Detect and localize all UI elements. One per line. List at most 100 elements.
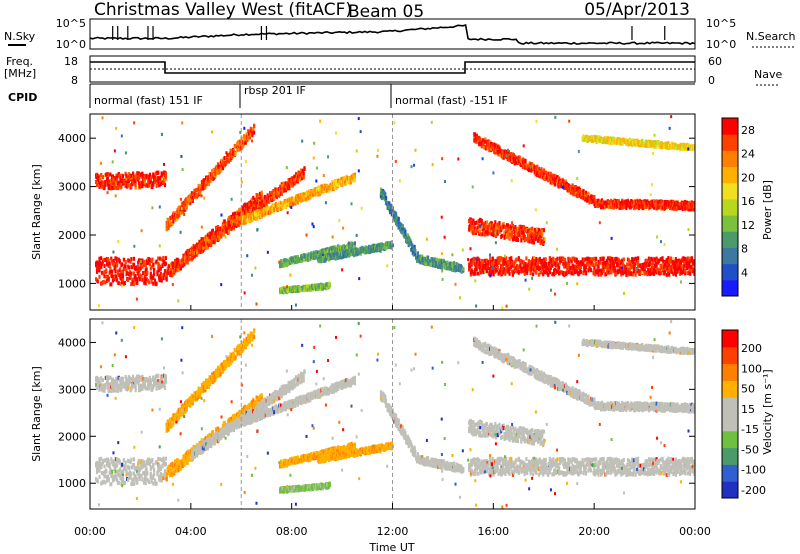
power-cell	[487, 259, 490, 264]
power-cell	[573, 192, 576, 197]
nsky-label: N.Sky	[4, 30, 36, 43]
power-cell	[665, 272, 668, 277]
power-cell	[543, 260, 546, 265]
power-cell	[412, 252, 415, 257]
power-cell	[390, 241, 393, 246]
power-cell	[142, 271, 145, 275]
power-cell	[208, 235, 211, 240]
power-cell	[252, 195, 255, 200]
power-cell	[528, 266, 531, 271]
power-cell	[137, 271, 140, 276]
power-cell	[115, 181, 118, 186]
power-cell	[181, 263, 184, 268]
power-cell	[316, 191, 320, 196]
power-cell	[691, 261, 694, 266]
power-cell	[253, 123, 256, 128]
power-cell	[685, 266, 688, 271]
power-cell	[549, 266, 552, 271]
power-cell	[411, 243, 414, 248]
power-cell	[472, 271, 475, 276]
power-cell	[234, 151, 237, 156]
power-cell	[609, 263, 612, 268]
power-cell	[263, 195, 267, 200]
power-cell	[305, 197, 308, 202]
power-cell	[653, 267, 656, 272]
power-cell	[96, 279, 99, 284]
power-cell	[162, 276, 165, 281]
power-cell	[115, 185, 118, 190]
power-cell	[388, 201, 391, 206]
power-cell	[492, 272, 495, 277]
power-cell	[106, 278, 109, 283]
power-cell	[132, 180, 135, 185]
power-cell	[582, 261, 585, 266]
power-cell	[513, 230, 516, 235]
power-cell	[150, 279, 153, 284]
power-cell	[185, 203, 188, 208]
power-cell	[204, 183, 207, 188]
power-cell	[164, 261, 167, 266]
power-cell	[537, 260, 540, 265]
power-cell	[167, 226, 170, 231]
power-cell	[627, 258, 630, 263]
power-cell	[635, 269, 638, 274]
power-cell	[165, 227, 168, 232]
power-cell	[95, 269, 99, 274]
power-cell	[475, 262, 478, 266]
power-cell	[103, 274, 106, 279]
power-cell	[232, 212, 235, 217]
power-cell	[481, 225, 484, 230]
power-cell	[547, 272, 550, 277]
power-cell	[541, 267, 544, 272]
power-cell	[223, 156, 226, 160]
power-cell	[509, 232, 512, 237]
power-cell	[231, 223, 234, 228]
power-cell	[531, 261, 534, 266]
power-cell	[196, 187, 199, 192]
power-cell	[542, 257, 546, 262]
power-cell	[134, 185, 137, 190]
power-cell	[533, 165, 536, 170]
power-cell	[160, 273, 163, 278]
power-cell	[136, 269, 139, 274]
power-cell	[107, 258, 110, 263]
power-cell	[481, 232, 484, 237]
power-cell	[690, 258, 693, 262]
power-cell	[539, 265, 542, 270]
power-cell	[487, 140, 490, 145]
power-cell	[501, 268, 504, 273]
power-cell	[199, 190, 202, 195]
power-cell	[353, 174, 356, 179]
power-cell	[599, 260, 602, 265]
power-cell	[294, 180, 297, 185]
power-cell	[303, 167, 306, 172]
power-cell	[142, 259, 146, 264]
power-cell	[609, 267, 612, 272]
power-cell	[258, 201, 262, 206]
station-title: Christmas Valley West (fitACF)	[94, 0, 352, 20]
power-cell	[555, 259, 558, 263]
power-cell	[160, 278, 163, 283]
power-cell	[523, 272, 526, 276]
power-cell	[403, 227, 406, 232]
power-cell	[185, 201, 188, 206]
power-cell	[527, 237, 530, 242]
power-cell	[248, 201, 251, 205]
power-cell	[151, 185, 154, 189]
power-cell	[136, 277, 139, 282]
power-cell	[115, 274, 118, 279]
power-cell	[114, 269, 117, 274]
power-cell	[163, 181, 166, 185]
power-cell	[481, 267, 484, 272]
power-cell	[584, 257, 587, 262]
power-cell	[121, 269, 125, 274]
power-cell	[556, 175, 559, 180]
power-cell	[566, 261, 569, 266]
power-cell	[496, 229, 499, 234]
power-cell	[163, 183, 167, 188]
power-cell	[395, 212, 398, 217]
power-cell	[184, 256, 187, 261]
power-cell	[157, 256, 160, 261]
power-cell	[130, 184, 133, 189]
